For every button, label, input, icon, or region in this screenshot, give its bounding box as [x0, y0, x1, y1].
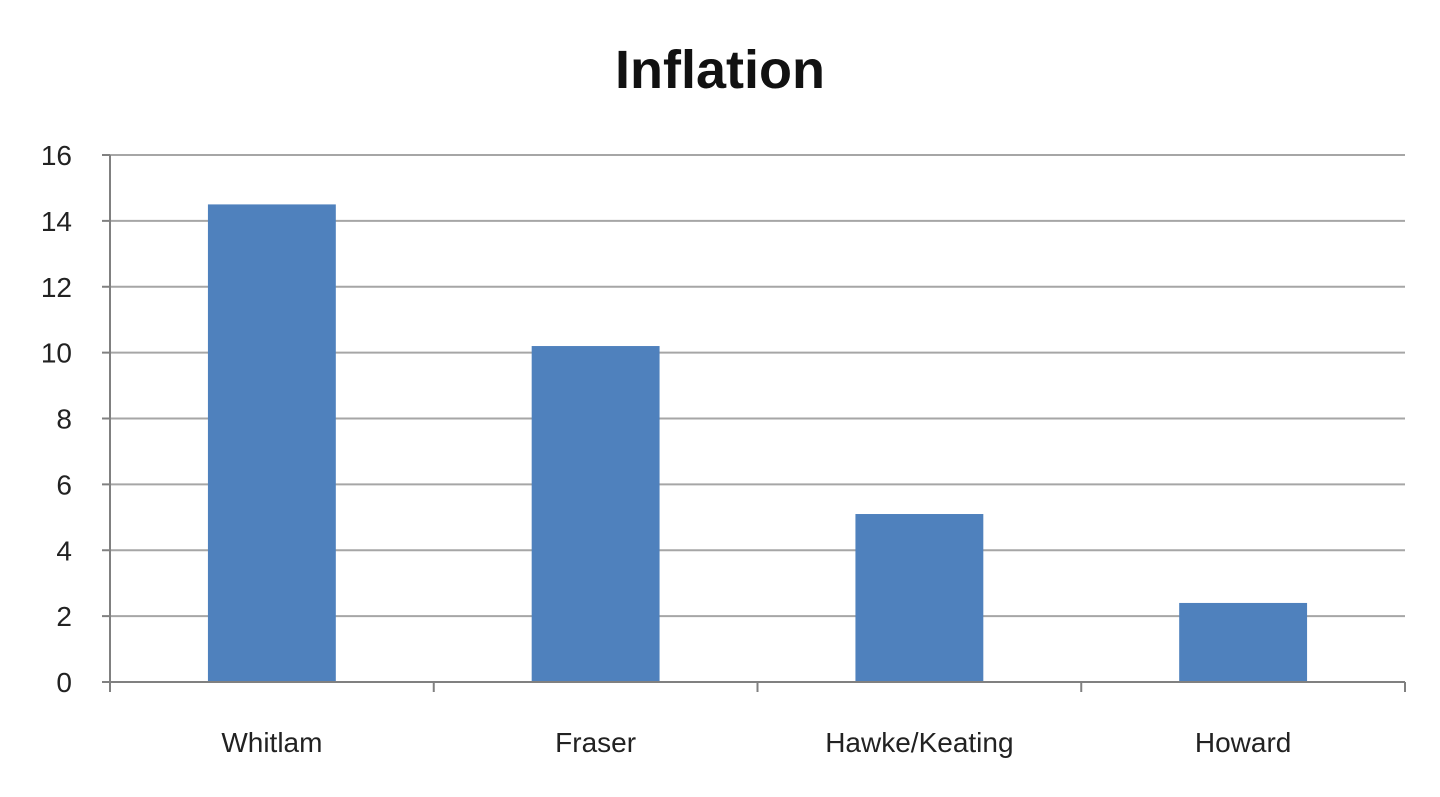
y-tick-label: 2: [56, 601, 72, 632]
y-tick-label: 8: [56, 404, 72, 435]
bar-fraser: [531, 346, 660, 682]
bars: [207, 204, 1308, 682]
y-tick-label: 16: [41, 140, 72, 171]
y-tick-label: 12: [41, 272, 72, 303]
bar-howard: [1179, 602, 1308, 682]
y-tick-label: 4: [56, 535, 72, 566]
y-tick-label: 10: [41, 338, 72, 369]
y-tick-label: 14: [41, 206, 72, 237]
x-category-label: Fraser: [555, 727, 636, 758]
y-axis-tick-labels: 0 2 4 6 8 10 12 14 16: [41, 140, 72, 698]
chart-title: Inflation: [615, 40, 825, 100]
x-category-label: Whitlam: [221, 727, 322, 758]
bar-whitlam: [207, 204, 336, 682]
x-category-label: Howard: [1195, 727, 1291, 758]
bar-hawke-keating: [855, 514, 984, 682]
y-tick-label: 0: [56, 667, 72, 698]
x-category-label: Hawke/Keating: [825, 727, 1013, 758]
y-tick-label: 6: [56, 469, 72, 500]
axes: [102, 154, 1406, 692]
x-axis-category-labels: Whitlam Fraser Hawke/Keating Howard: [221, 727, 1291, 758]
